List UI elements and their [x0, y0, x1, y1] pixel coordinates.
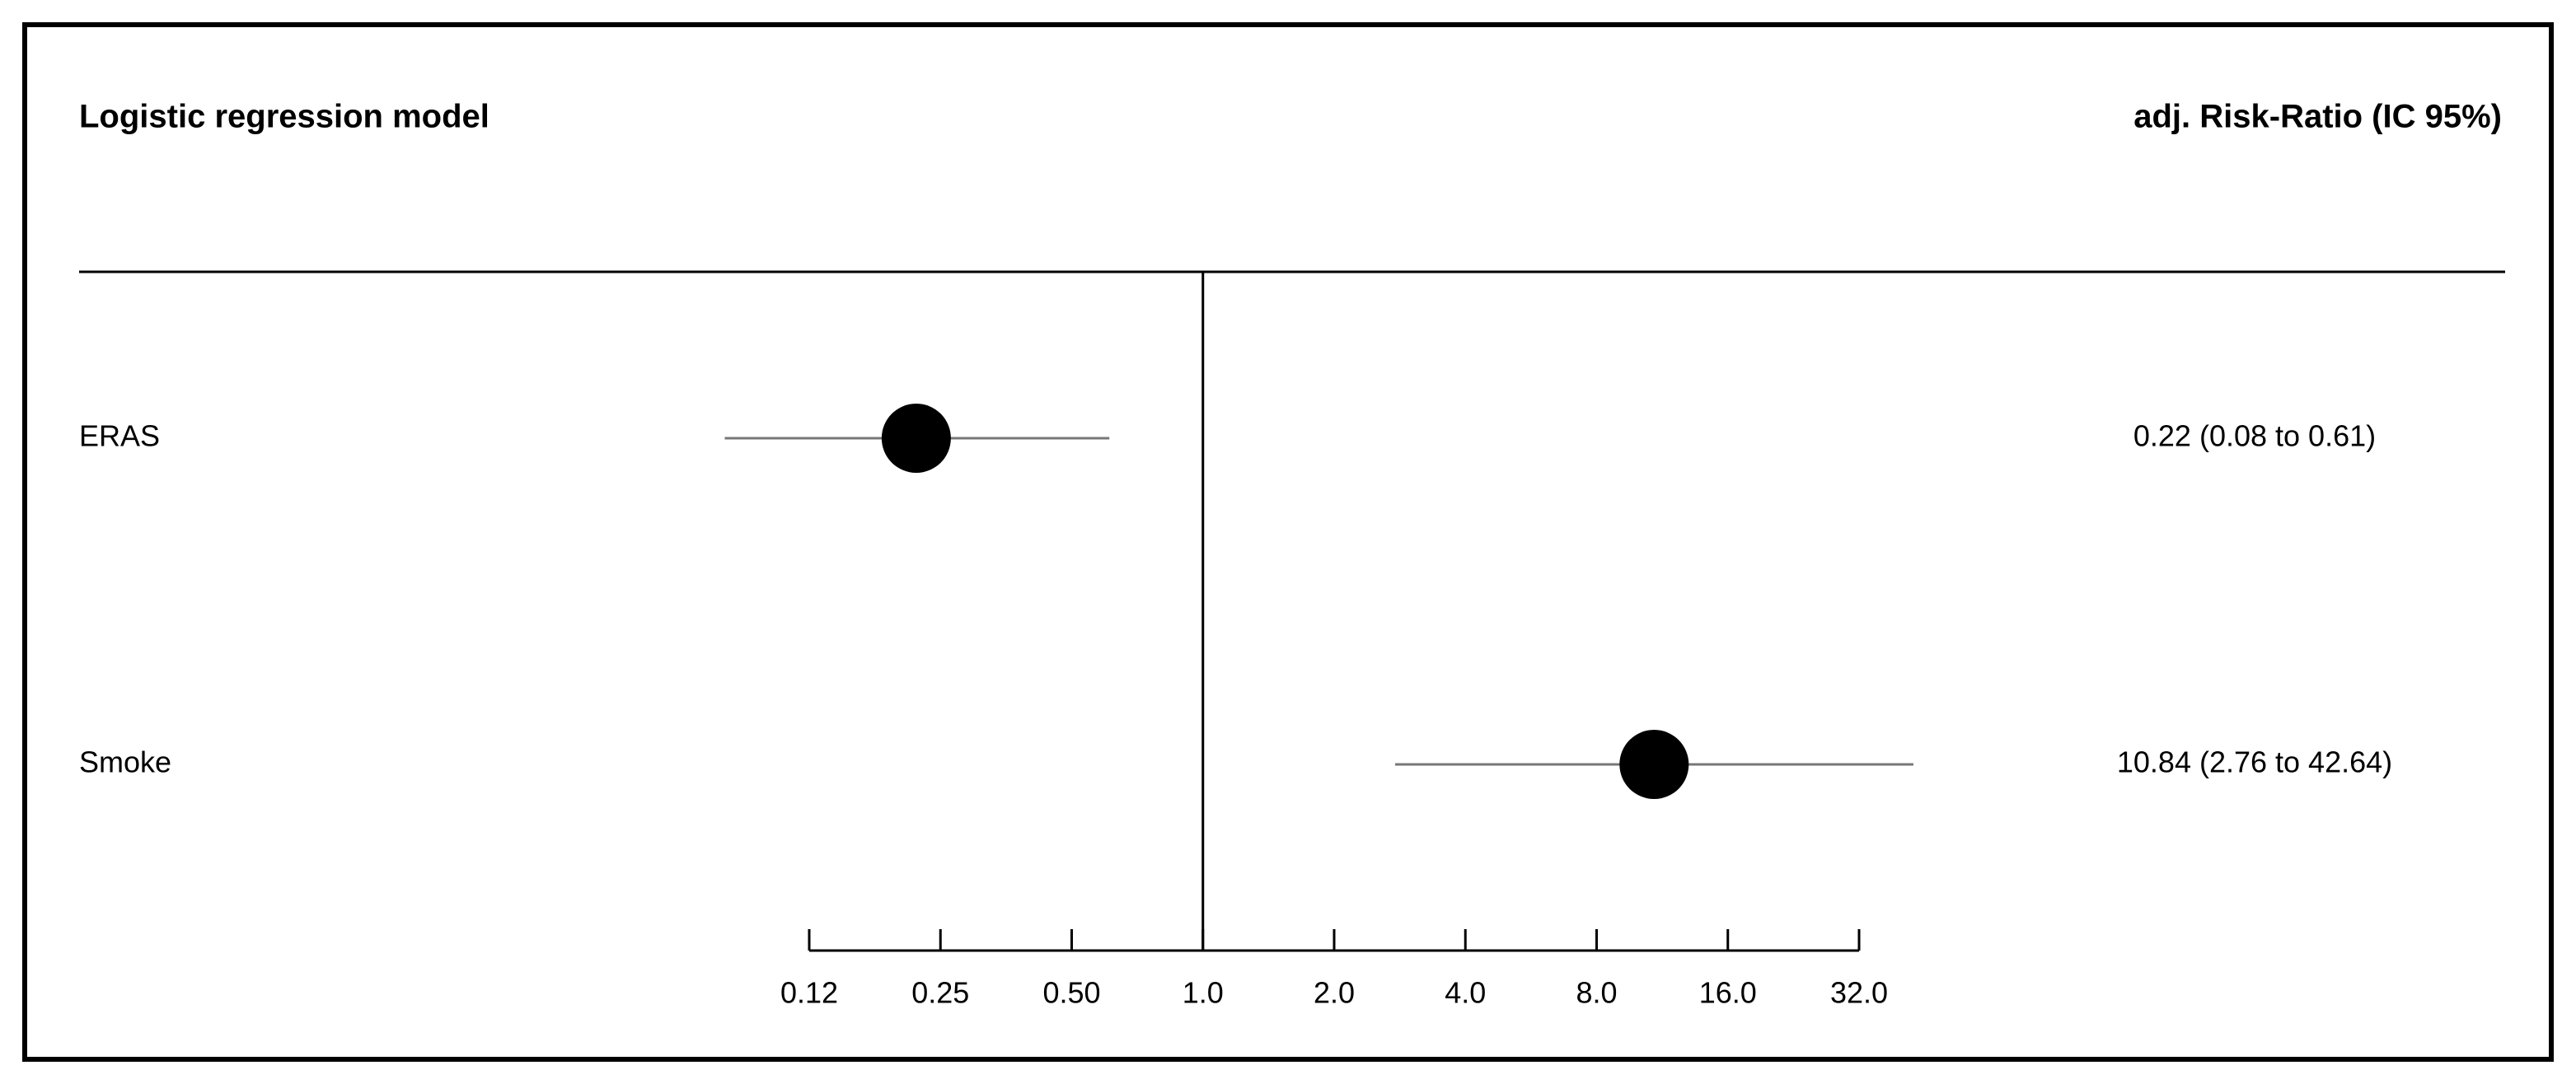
value-header: adj. Risk-Ratio (IC 95%) — [2133, 99, 2502, 135]
frame — [22, 22, 2554, 1062]
x-tick-label: 1.0 — [1183, 976, 1224, 1010]
x-tick-label: 8.0 — [1576, 976, 1617, 1010]
chart-title: Logistic regression model — [79, 99, 489, 135]
x-tick-label: 2.0 — [1314, 976, 1355, 1010]
point-estimate — [1619, 730, 1689, 799]
x-tick-label: 4.0 — [1445, 976, 1486, 1010]
x-tick-label: 0.25 — [911, 976, 969, 1010]
row-label: ERAS — [79, 419, 160, 453]
x-tick-label: 16.0 — [1699, 976, 1757, 1010]
x-tick-label: 0.12 — [780, 976, 838, 1010]
point-estimate — [881, 404, 951, 473]
row-label: Smoke — [79, 745, 171, 779]
x-tick-label: 0.50 — [1042, 976, 1100, 1010]
x-tick-label: 32.0 — [1830, 976, 1888, 1010]
value-label: 0.22 (0.08 to 0.61) — [2133, 419, 2376, 453]
value-label: 10.84 (2.76 to 42.64) — [2117, 745, 2392, 779]
